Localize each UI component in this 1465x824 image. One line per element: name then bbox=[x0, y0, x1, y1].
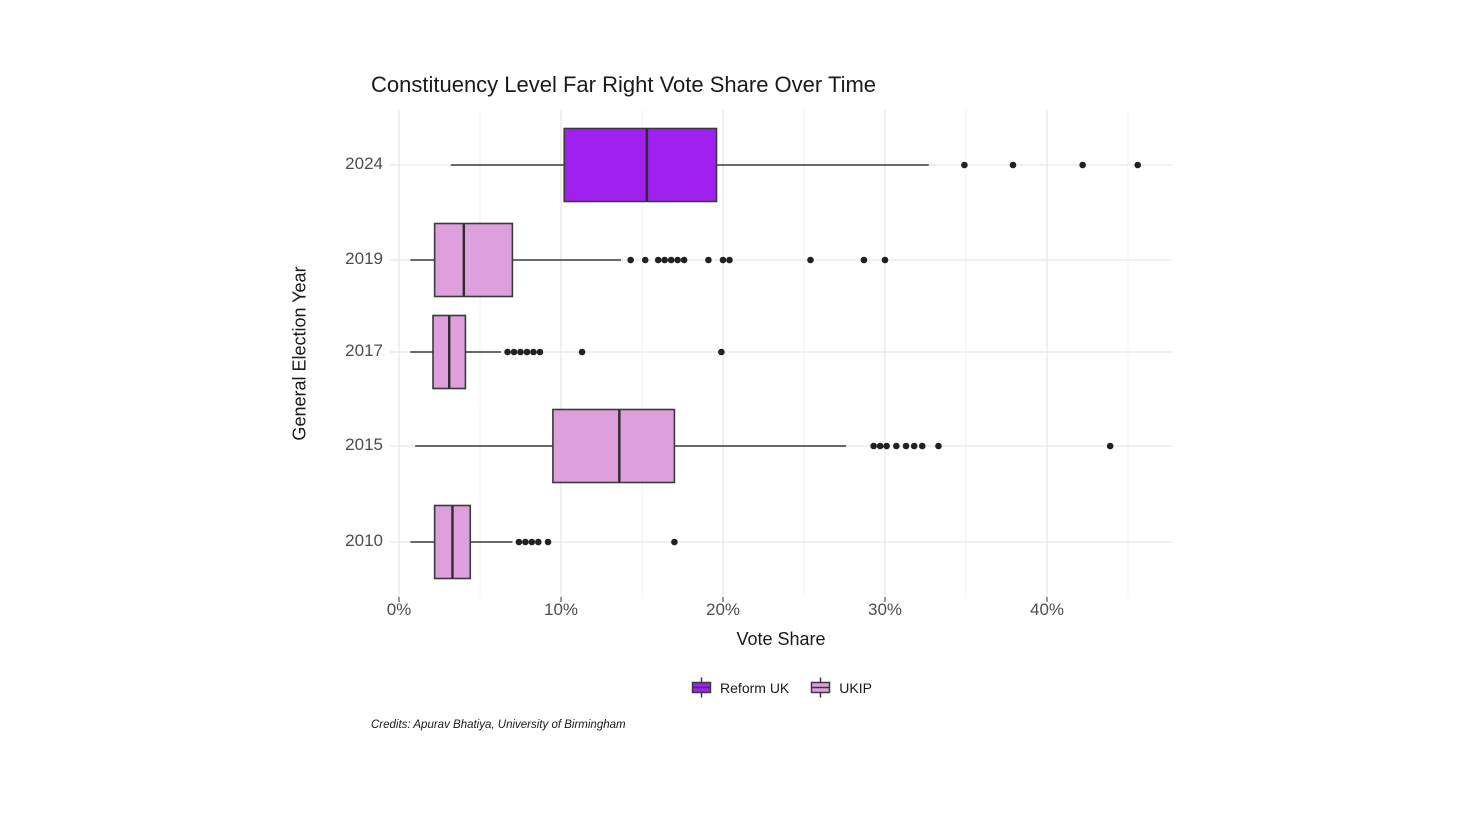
outlier-point-2019 bbox=[654, 256, 662, 264]
outlier-point-2015 bbox=[883, 442, 890, 450]
outlier-point-2015 bbox=[902, 442, 910, 450]
outlier-point-2019 bbox=[641, 256, 649, 264]
x-tick-label-10%: 10% bbox=[543, 600, 579, 619]
outlier-point-2019 bbox=[627, 256, 634, 264]
outlier-point-2017 bbox=[530, 348, 537, 356]
outlier-point-2019 bbox=[680, 256, 688, 264]
outlier-point-2017 bbox=[536, 348, 544, 356]
y-axis-title: General Election Year bbox=[289, 266, 310, 441]
outlier-point-2010 bbox=[671, 538, 678, 546]
outlier-point-2024 bbox=[1134, 161, 1142, 169]
outlier-point-2019 bbox=[860, 256, 868, 264]
outlier-point-2019 bbox=[726, 256, 733, 264]
y-tick-label-2019: 2019 bbox=[345, 249, 383, 268]
outlier-point-2010 bbox=[544, 538, 552, 546]
outlier-point-2015 bbox=[1106, 442, 1114, 450]
outlier-point-2019 bbox=[881, 256, 889, 264]
outlier-point-2015 bbox=[876, 442, 884, 450]
x-tick-label-30%: 30% bbox=[867, 600, 903, 619]
legend-item-ukip: UKIP bbox=[809, 676, 872, 699]
y-tick-label-2017: 2017 bbox=[345, 341, 383, 360]
outlier-point-2019 bbox=[674, 256, 681, 264]
y-tick-label-2015: 2015 bbox=[345, 435, 383, 454]
outlier-point-2017 bbox=[578, 348, 586, 356]
outlier-point-2015 bbox=[910, 442, 918, 450]
legend-label: UKIP bbox=[839, 679, 872, 696]
outlier-point-2017 bbox=[517, 348, 524, 356]
outlier-point-2024 bbox=[961, 161, 968, 169]
legend-boxplot-key-icon bbox=[811, 677, 831, 698]
outlier-point-2015 bbox=[870, 442, 877, 450]
box-2024 bbox=[563, 127, 718, 203]
outlier-point-2019 bbox=[719, 256, 727, 264]
outlier-point-2015 bbox=[935, 442, 942, 450]
outlier-point-2019 bbox=[705, 256, 712, 264]
outlier-point-2010 bbox=[535, 538, 542, 546]
outlier-point-2017 bbox=[510, 348, 518, 356]
y-tick-label-2010: 2010 bbox=[345, 531, 383, 550]
outlier-point-2017 bbox=[504, 348, 511, 356]
outlier-point-2015 bbox=[893, 442, 900, 450]
x-tick-label-0%: 0% bbox=[386, 600, 412, 619]
outlier-point-2015 bbox=[918, 442, 926, 450]
box-2019 bbox=[433, 222, 514, 298]
legend-item-reform-uk: Reform UK bbox=[690, 676, 789, 699]
outlier-point-2010 bbox=[515, 538, 523, 546]
outlier-point-2010 bbox=[522, 538, 529, 546]
outlier-point-2019 bbox=[661, 256, 668, 264]
outlier-point-2017 bbox=[523, 348, 531, 356]
outlier-point-2019 bbox=[807, 256, 814, 264]
x-tick-label-40%: 40% bbox=[1029, 600, 1065, 619]
legend-boxplot-key-icon bbox=[691, 677, 712, 698]
credits-text: Credits: Apurav Bhatiya, University of B… bbox=[371, 719, 626, 731]
legend-label: Reform UK bbox=[720, 679, 790, 696]
y-tick-label-2024: 2024 bbox=[345, 154, 383, 173]
outlier-point-2017 bbox=[718, 348, 725, 356]
box-2015 bbox=[552, 408, 676, 484]
outlier-point-2024 bbox=[1079, 161, 1086, 169]
chart-title: Constituency Level Far Right Vote Share … bbox=[371, 72, 877, 97]
outlier-point-2010 bbox=[528, 538, 536, 546]
outlier-point-2019 bbox=[667, 256, 675, 264]
x-axis-title: Vote Share bbox=[736, 629, 826, 649]
legend: Reform UK UKIP bbox=[390, 676, 1172, 699]
plot-panel bbox=[390, 110, 1172, 602]
outlier-point-2024 bbox=[1009, 161, 1017, 169]
x-tick-label-20%: 20% bbox=[705, 600, 741, 619]
